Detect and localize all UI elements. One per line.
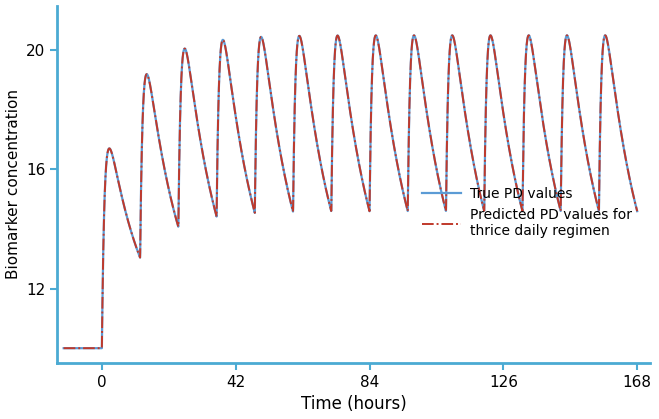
Predicted PD values for
thrice daily regimen — [563, 33, 571, 38]
Predicted PD values for
thrice daily regimen — [279, 163, 287, 168]
Predicted PD values for
thrice daily regimen — [164, 183, 172, 188]
Legend: True PD values, Predicted PD values for
thrice daily regimen: True PD values, Predicted PD values for … — [416, 182, 637, 244]
True PD values — [488, 35, 496, 40]
True PD values — [633, 209, 641, 214]
X-axis label: Time (hours): Time (hours) — [301, 396, 407, 414]
Predicted PD values for
thrice daily regimen — [60, 346, 68, 351]
True PD values — [404, 208, 412, 213]
Y-axis label: Biomarker concentration: Biomarker concentration — [5, 89, 20, 279]
True PD values — [531, 66, 539, 71]
Line: True PD values: True PD values — [64, 35, 637, 348]
True PD values — [279, 163, 287, 168]
Predicted PD values for
thrice daily regimen — [433, 167, 441, 172]
True PD values — [60, 346, 68, 351]
True PD values — [563, 33, 571, 38]
True PD values — [433, 167, 441, 172]
Predicted PD values for
thrice daily regimen — [633, 209, 641, 214]
Predicted PD values for
thrice daily regimen — [531, 66, 539, 71]
Predicted PD values for
thrice daily regimen — [488, 35, 496, 40]
Predicted PD values for
thrice daily regimen — [404, 208, 412, 213]
Line: Predicted PD values for
thrice daily regimen: Predicted PD values for thrice daily reg… — [64, 35, 637, 348]
True PD values — [164, 183, 172, 188]
